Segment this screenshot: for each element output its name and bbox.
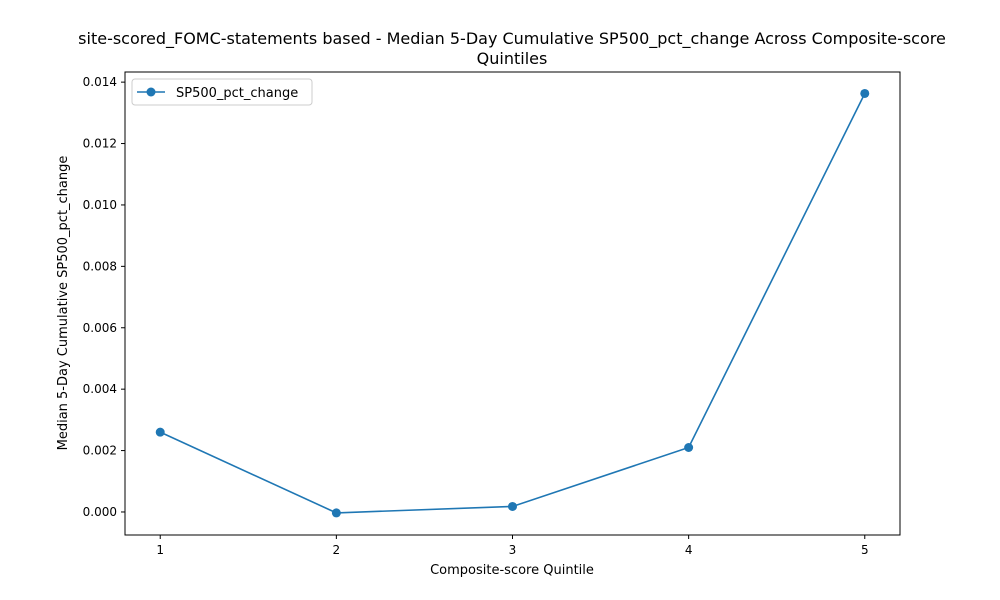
legend-marker	[146, 87, 156, 97]
y-tick-label: 0.002	[83, 444, 117, 458]
x-tick-label: 3	[509, 543, 517, 557]
plot-area: 1 2 3 4 5 0.000 0.002 0.004 0.006 0.008 0.010 0.012…	[83, 71, 901, 557]
y-tick-label: 0.010	[83, 198, 117, 212]
data-point	[155, 427, 165, 437]
chart-title-line-2: Quintiles	[477, 49, 548, 68]
data-point	[860, 88, 870, 98]
y-tick-label: 0.012	[83, 137, 117, 151]
data-point	[684, 442, 694, 452]
chart-title-line-1: site-scored_FOMC-statements based - Medi…	[78, 29, 946, 49]
x-tick-label: 2	[333, 543, 341, 557]
y-tick-label: 0.014	[83, 75, 117, 89]
y-tick-label: 0.000	[83, 505, 117, 519]
y-axis-label: Median 5-Day Cumulative SP500_pct_change	[56, 156, 71, 451]
y-tick-label: 0.006	[83, 321, 117, 335]
y-tick-label: 0.008	[83, 259, 117, 273]
x-tick-label: 1	[156, 543, 164, 557]
x-tick-label: 5	[861, 543, 869, 557]
data-point	[331, 508, 341, 518]
y-tick-label: 0.004	[83, 382, 117, 396]
legend-label: SP500_pct_change	[176, 86, 298, 101]
legend-box	[131, 78, 313, 106]
data-point	[508, 501, 517, 511]
x-tick-label: 4	[685, 543, 693, 557]
x-axis-label: Composite-score Quintile	[430, 563, 594, 578]
